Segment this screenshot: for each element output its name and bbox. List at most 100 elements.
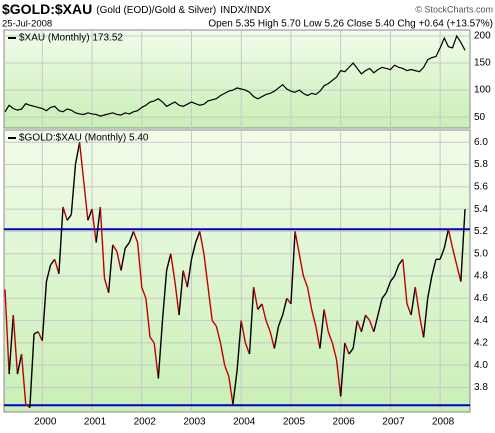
line-segment: [215, 326, 222, 344]
line-segment: [290, 231, 296, 304]
line-segment: [385, 281, 392, 293]
line-segment: [95, 206, 102, 243]
line-segment: [128, 231, 135, 243]
line-segment: [327, 331, 334, 344]
line-segment: [25, 403, 31, 409]
line-segment: [141, 286, 147, 299]
line-segment: [389, 275, 396, 283]
y-tick-label: 5.8: [474, 159, 488, 170]
line-segment: [153, 342, 160, 379]
line-segment: [33, 331, 39, 335]
line-segment: [157, 320, 164, 379]
line-segment: [377, 298, 383, 316]
line-segment: [83, 181, 89, 221]
line-segment: [356, 320, 363, 332]
line-segment: [78, 142, 85, 182]
line-segment: [286, 297, 292, 305]
line-segment: [339, 342, 346, 397]
line-segment: [381, 292, 387, 299]
line-segment: [306, 287, 313, 310]
x-tick-label: 2007: [382, 417, 405, 428]
line-segment: [70, 164, 77, 215]
line-segment: [344, 342, 350, 355]
x-tick-label: 2003: [183, 417, 206, 428]
line-segment: [91, 209, 97, 243]
y-tick-label: 6.0: [474, 137, 488, 148]
line: [4, 34, 466, 117]
line-segment: [447, 229, 454, 249]
line-segment: [228, 376, 234, 405]
y-tick-label: 4.8: [474, 271, 488, 282]
line-segment: [20, 353, 27, 405]
line-segment: [194, 231, 201, 243]
line-segment: [439, 247, 445, 260]
line-segment: [319, 309, 325, 349]
header-line: $GOLD:$XAU (Gold (EOD)/Gold & Silver) INDX…: [2, 1, 271, 17]
line-segment: [50, 258, 56, 266]
line-segment: [248, 287, 255, 355]
y-tick-label: 4.0: [474, 360, 488, 371]
legend-label: $GOLD:$XAU (Monthly) 5.40: [19, 133, 149, 144]
line-segment: [132, 231, 139, 243]
line-segment: [29, 333, 35, 408]
line-segment: [174, 281, 180, 316]
y-tick-label: 150: [474, 58, 491, 69]
line-segment: [422, 298, 429, 338]
line-segment: [406, 303, 412, 316]
x-tick-label: 2000: [34, 417, 57, 428]
line-segment: [223, 364, 230, 377]
panel-top: [3, 29, 471, 129]
line-segment: [124, 242, 130, 249]
line-segment: [149, 336, 155, 344]
line-segment: [240, 320, 247, 344]
line-segment: [443, 229, 450, 249]
line-segment: [112, 244, 118, 252]
line-segment: [398, 258, 404, 266]
line-segment: [373, 314, 379, 332]
y-tick-label: 4.4: [474, 315, 488, 326]
date: 25-Jul-2008: [2, 19, 52, 30]
line-segment: [427, 275, 433, 299]
line-segment: [310, 309, 317, 327]
line-segment: [161, 270, 168, 321]
y-tick-label: 5.0: [474, 248, 488, 259]
line-segment: [66, 214, 72, 221]
line-segment: [281, 298, 288, 316]
line-segment: [348, 348, 354, 355]
line-segment: [269, 331, 276, 349]
line-segment: [364, 314, 371, 322]
line-segment: [323, 309, 329, 332]
line-segment: [145, 298, 151, 338]
line-segment: [244, 342, 251, 355]
legend-label: $XAU (Monthly) 173.52: [19, 33, 123, 44]
line-segment: [45, 264, 52, 282]
line-segment: [16, 353, 23, 375]
line-segment: [331, 342, 338, 360]
x-tick-label: 2005: [283, 417, 306, 428]
line-segment: [116, 251, 122, 271]
line-segment: [54, 259, 60, 274]
x-tick-label: 2001: [84, 417, 107, 428]
line-segment: [170, 253, 176, 282]
line-segment: [431, 259, 437, 277]
line-segment: [8, 314, 14, 375]
line-segment: [352, 320, 358, 349]
x-tick-label: 2002: [134, 417, 157, 428]
line-segment: [273, 326, 280, 349]
line-segment: [182, 270, 189, 288]
line-segment: [4, 289, 10, 375]
y-tick-label: 4.6: [474, 293, 488, 304]
line-segment: [219, 342, 226, 366]
line-segment: [136, 242, 143, 288]
line-segment: [199, 231, 205, 254]
y-tick-label: 4.2: [474, 338, 488, 349]
line-segment: [103, 278, 110, 293]
line-segment: [410, 287, 416, 316]
y-tick-label: 5.6: [474, 181, 488, 192]
line-segment: [360, 314, 367, 332]
line-segment: [414, 287, 421, 316]
line-segment: [257, 303, 263, 310]
line-segment: [369, 320, 375, 332]
line-segment: [232, 370, 238, 405]
line-segment: [74, 142, 81, 165]
